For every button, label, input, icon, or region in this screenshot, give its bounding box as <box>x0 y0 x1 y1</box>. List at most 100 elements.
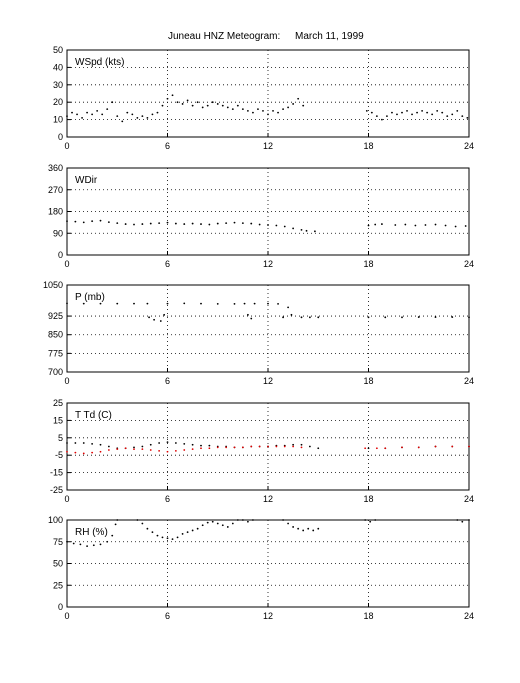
x-tick-label: 24 <box>464 141 474 151</box>
data-point <box>66 450 68 453</box>
data-point <box>146 116 149 119</box>
data-point <box>191 448 194 451</box>
y-tick-label: -25 <box>50 485 63 495</box>
data-point <box>241 108 244 111</box>
x-tick-label: 0 <box>64 141 69 151</box>
data-point <box>226 106 229 109</box>
data-point <box>374 223 377 226</box>
y-tick-label: 360 <box>48 163 63 173</box>
data-point <box>91 113 94 116</box>
data-point <box>66 442 68 444</box>
data-point <box>283 225 286 228</box>
data-point <box>283 445 286 448</box>
data-point <box>191 443 194 446</box>
data-point <box>302 529 305 532</box>
x-tick-label: 12 <box>263 494 273 504</box>
data-point <box>216 302 219 305</box>
data-point <box>317 447 320 450</box>
data-point <box>225 446 228 449</box>
data-point <box>141 223 144 225</box>
data-point <box>201 106 204 109</box>
data-point <box>253 302 256 305</box>
panel-frame <box>66 49 470 138</box>
data-point <box>454 225 457 228</box>
data-point <box>364 519 367 521</box>
data-point <box>461 115 464 118</box>
data-point <box>66 220 68 223</box>
data-point <box>133 448 135 451</box>
y-tick-label: 270 <box>48 185 63 195</box>
data-point <box>149 449 152 451</box>
data-point <box>292 227 295 230</box>
data-point <box>66 115 68 118</box>
data-point <box>200 302 202 305</box>
data-point <box>292 445 295 448</box>
data-point <box>282 519 284 521</box>
data-point <box>111 534 114 537</box>
data-point <box>216 103 219 105</box>
data-point <box>282 108 284 111</box>
data-point <box>225 222 228 225</box>
data-point <box>116 115 119 118</box>
data-point <box>208 444 211 447</box>
data-point <box>161 104 164 107</box>
data-point <box>464 225 467 227</box>
data-point <box>252 519 254 521</box>
data-point <box>267 113 269 116</box>
y-tick-label: 30 <box>53 80 63 90</box>
series-1 <box>66 519 470 547</box>
y-tick-label: 50 <box>53 45 63 55</box>
data-point <box>106 108 109 111</box>
y-tick-label: 850 <box>48 330 63 340</box>
data-point <box>226 526 229 528</box>
data-point <box>121 120 124 123</box>
x-tick-label: 6 <box>165 611 170 621</box>
data-point <box>156 534 159 537</box>
data-point <box>206 521 209 524</box>
data-point <box>216 222 219 225</box>
data-point <box>417 446 420 449</box>
panel-label: T Td (C) <box>75 410 112 421</box>
data-point <box>292 443 295 446</box>
x-tick-label: 12 <box>263 376 273 386</box>
data-point <box>196 101 199 104</box>
data-point <box>200 223 202 225</box>
data-point <box>156 111 159 114</box>
data-point <box>308 316 311 319</box>
data-point <box>176 536 179 539</box>
data-point <box>91 220 94 223</box>
data-point <box>86 545 88 547</box>
data-point <box>191 104 194 107</box>
data-point <box>133 446 135 449</box>
data-point <box>206 104 209 107</box>
y-tick-label: 775 <box>48 348 63 358</box>
data-point <box>424 224 427 226</box>
y-tick-label: 15 <box>53 415 63 425</box>
data-point <box>176 101 179 104</box>
data-point <box>161 536 164 539</box>
data-point <box>74 220 77 223</box>
data-point <box>290 313 293 316</box>
data-point <box>200 447 202 450</box>
data-point <box>151 113 154 116</box>
x-tick-label: 6 <box>165 494 170 504</box>
data-point <box>267 224 269 226</box>
x-tick-label: 24 <box>464 611 474 621</box>
data-point <box>277 111 279 114</box>
data-point <box>186 531 189 534</box>
data-point <box>275 445 278 448</box>
data-point <box>300 316 303 319</box>
data-point <box>451 316 454 318</box>
data-point <box>191 529 194 532</box>
data-point <box>277 302 279 305</box>
panel-2: 0 6 12 18 24 0 90 180 270 360 WDir <box>48 163 474 269</box>
data-point <box>267 445 269 448</box>
y-tick-label: 75 <box>53 537 63 547</box>
panel-label: WDir <box>75 175 98 186</box>
data-point <box>136 519 139 521</box>
data-point <box>82 442 85 444</box>
data-point <box>106 540 109 543</box>
data-point <box>417 316 420 318</box>
data-point <box>72 542 75 545</box>
